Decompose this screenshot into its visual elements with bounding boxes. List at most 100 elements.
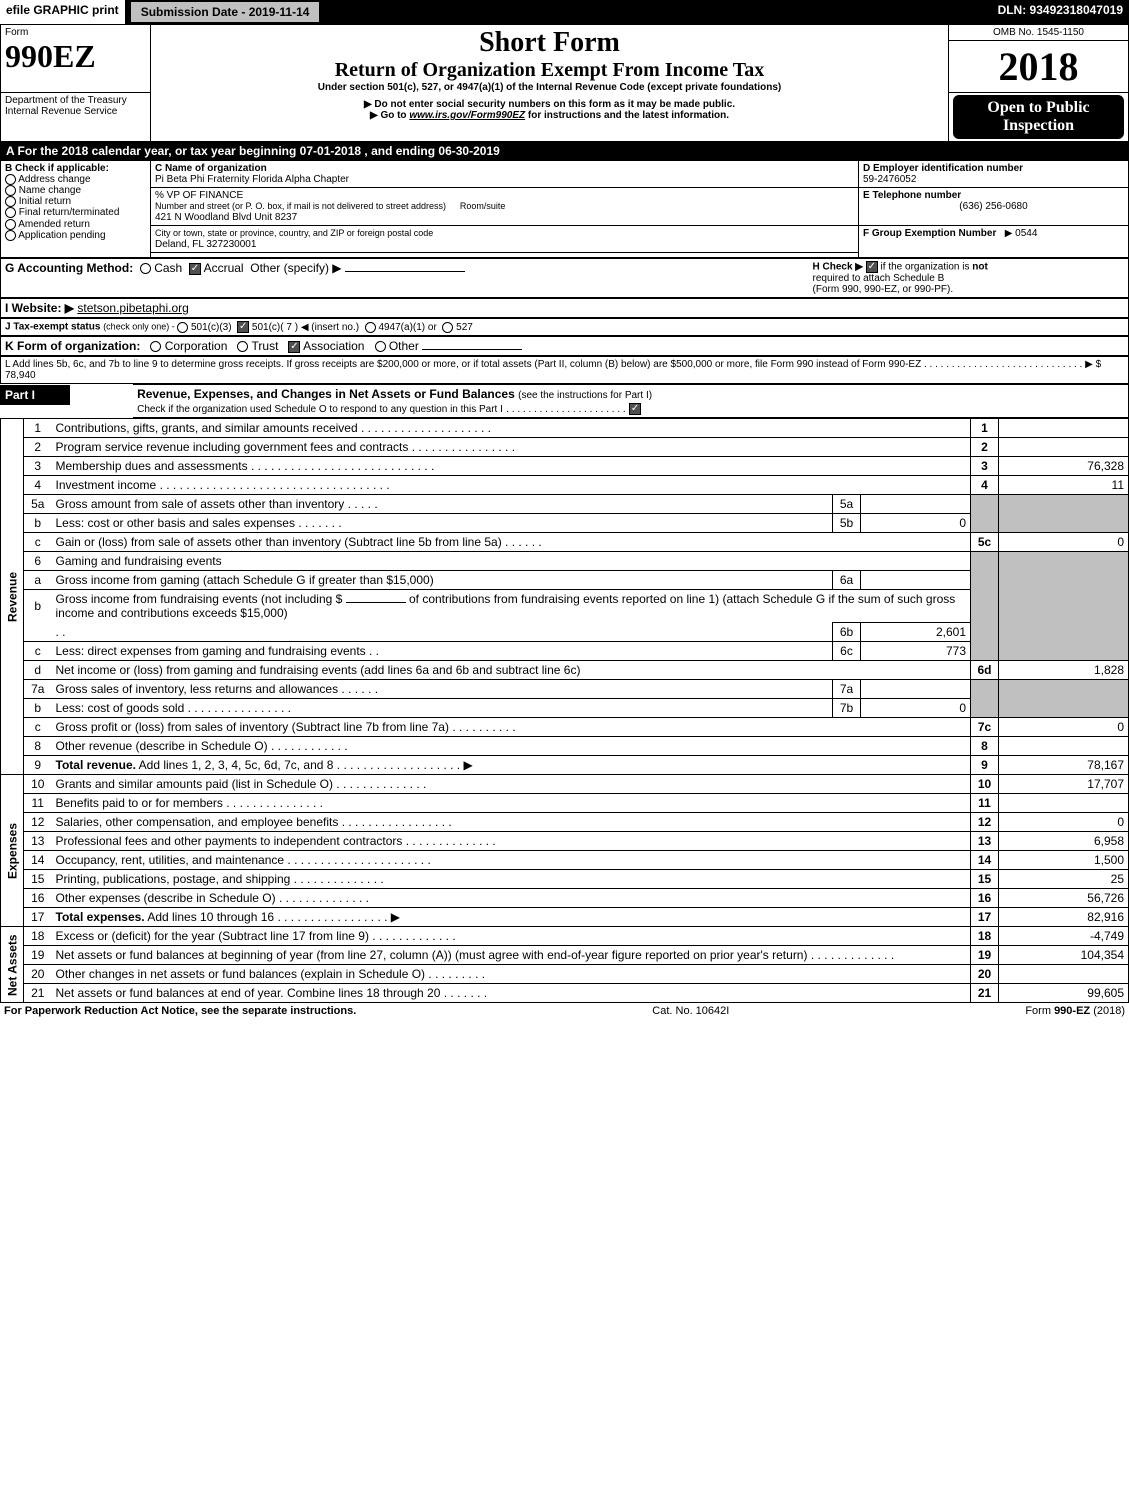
tax-year: 2018 [949,41,1129,93]
l19-text: Net assets or fund balances at beginning… [56,948,808,962]
l9-text: Total revenue. [56,758,136,772]
l20-text: Other changes in net assets or fund bala… [56,967,426,981]
l18-text: Excess or (deficit) for the year (Subtra… [56,929,369,943]
l16-text: Other expenses (describe in Schedule O) [56,891,276,905]
footer-mid: Cat. No. 10642I [652,1005,729,1017]
chk-initial-return[interactable]: Initial return [5,196,146,207]
acct-other[interactable]: Other (specify) ▶ [250,261,465,275]
l7c-text: Gross profit or (loss) from sales of inv… [56,720,449,734]
box-c-label: C Name of organization [155,163,267,174]
l5c-value: 0 [999,533,1129,552]
l2-value [999,438,1129,457]
l11-text: Benefits paid to or for members [56,796,223,810]
part-i-header: Part I Revenue, Expenses, and Changes in… [0,384,1129,418]
line-a: A For the 2018 calendar year, or tax yea… [0,142,1129,160]
j-501c[interactable]: ✓ 501(c)( 7 ) ◀ (insert no.) [237,322,359,333]
l21-text: Net assets or fund balances at end of ye… [56,986,441,1000]
j-4947[interactable]: 4947(a)(1) or [365,322,437,333]
acct-accrual[interactable]: ✓ Accrual [189,261,244,275]
topbar-spacer [321,0,991,24]
website-value[interactable]: stetson.pibetaphi.org [77,301,188,315]
triangle-icon: ▶ [1005,228,1013,239]
chk-schedule-b[interactable]: ✓ [866,261,878,273]
line-h-post1: if the organization is [881,262,973,273]
l7c-value: 0 [999,718,1129,737]
city-value: Deland, FL 327230001 [155,239,256,250]
l17-value: 82,916 [999,908,1129,927]
chk-final-return[interactable]: Final return/terminated [5,207,146,218]
group-exemption-value: 0544 [1015,228,1037,239]
l10-text: Grants and similar amounts paid (list in… [56,777,333,791]
title-main: Return of Organization Exempt From Incom… [155,59,944,82]
warn-goto: ▶ Go to www.irs.gov/Form990EZ for instru… [155,110,944,121]
k-corp[interactable]: Corporation [150,339,227,353]
l2-text: Program service revenue including govern… [56,440,409,454]
l6c-value: 773 [861,642,971,661]
city-label: City or town, state or province, country… [155,228,433,238]
box-b-title: B Check if applicable: [5,163,146,174]
l1-num: 1 [24,419,52,438]
line-h-pre: H Check ▶ [813,262,866,273]
k-other[interactable]: Other [375,339,419,353]
l10-value: 17,707 [999,775,1129,794]
l8-value [999,737,1129,756]
submission-date: Submission Date - 2019-11-14 [129,0,322,24]
l13-text: Professional fees and other payments to … [56,834,403,848]
goto-post: for instructions and the latest informat… [525,110,729,121]
l7b-text: Less: cost of goods sold [56,701,185,715]
k-assoc[interactable]: ✓ Association [288,339,364,353]
l5a-value [861,495,971,514]
l4-text: Investment income [56,478,157,492]
l14-value: 1,500 [999,851,1129,870]
l17-text: Total expenses. [56,910,145,924]
section-revenue: Revenue [1,419,24,775]
l8-text: Other revenue (describe in Schedule O) [56,739,268,753]
l1-rn: 1 [971,419,999,438]
line-j-label: J Tax-exempt status [5,322,100,333]
k-trust[interactable]: Trust [237,339,278,353]
l4-value: 11 [999,476,1129,495]
l15-value: 25 [999,870,1129,889]
chk-application-pending[interactable]: Application pending [5,230,146,241]
page-footer: For Paperwork Reduction Act Notice, see … [0,1003,1129,1019]
irs-link[interactable]: www.irs.gov/Form990EZ [409,110,525,121]
l6-text: Gaming and fundraising events [56,554,222,568]
period-end: 06-30-2019 [438,144,499,158]
org-name: Pi Beta Phi Fraternity Florida Alpha Cha… [155,174,349,185]
l5c-text: Gain or (loss) from sale of assets other… [56,535,502,549]
l6a-text: Gross income from gaming (attach Schedul… [56,573,434,587]
title-short: Short Form [155,27,944,59]
l11-value [999,794,1129,813]
irs-label: Internal Revenue Service [5,106,146,117]
l14-text: Occupancy, rent, utilities, and maintena… [56,853,285,867]
footer-left: For Paperwork Reduction Act Notice, see … [4,1005,356,1017]
line-l-dots: . . . . . . . . . . . . . . . . . . . . … [924,359,1093,370]
line-h-sub: (Form 990, 990-EZ, or 990-PF). [813,284,954,295]
l7a-text: Gross sales of inventory, less returns a… [56,682,339,696]
part-i-table: Revenue 1 Contributions, gifts, grants, … [0,418,1129,1003]
street-value: 421 N Woodland Blvd Unit 8237 [155,212,297,223]
acct-cash[interactable]: Cash [140,261,182,275]
l9-value: 78,167 [999,756,1129,775]
chk-name-change[interactable]: Name change [5,185,146,196]
l13-value: 6,958 [999,832,1129,851]
omb-number: OMB No. 1545-1150 [949,25,1129,41]
j-527[interactable]: 527 [442,322,472,333]
chk-schedule-o-part-i[interactable]: ✓ [629,403,641,415]
efile-label[interactable]: efile GRAPHIC print [0,0,125,24]
care-of: % VP OF FINANCE [155,190,243,201]
form-header: Form 990EZ Short Form Return of Organiza… [0,24,1129,142]
l5b-value: 0 [861,514,971,533]
j-501c3[interactable]: 501(c)(3) [177,322,231,333]
room-label: Room/suite [460,201,506,211]
dln-label: DLN: 93492318047019 [992,0,1129,24]
l1-text: Contributions, gifts, grants, and simila… [56,421,358,435]
l6c-text: Less: direct expenses from gaming and fu… [56,644,366,658]
chk-amended-return[interactable]: Amended return [5,219,146,230]
chk-address-change[interactable]: Address change [5,174,146,185]
form-number: 990EZ [5,38,146,75]
open-inspection-badge: Open to Public Inspection [953,95,1124,139]
l12-value: 0 [999,813,1129,832]
l6d-text: Net income or (loss) from gaming and fun… [56,663,581,677]
phone-value: (636) 256-0680 [863,201,1124,212]
